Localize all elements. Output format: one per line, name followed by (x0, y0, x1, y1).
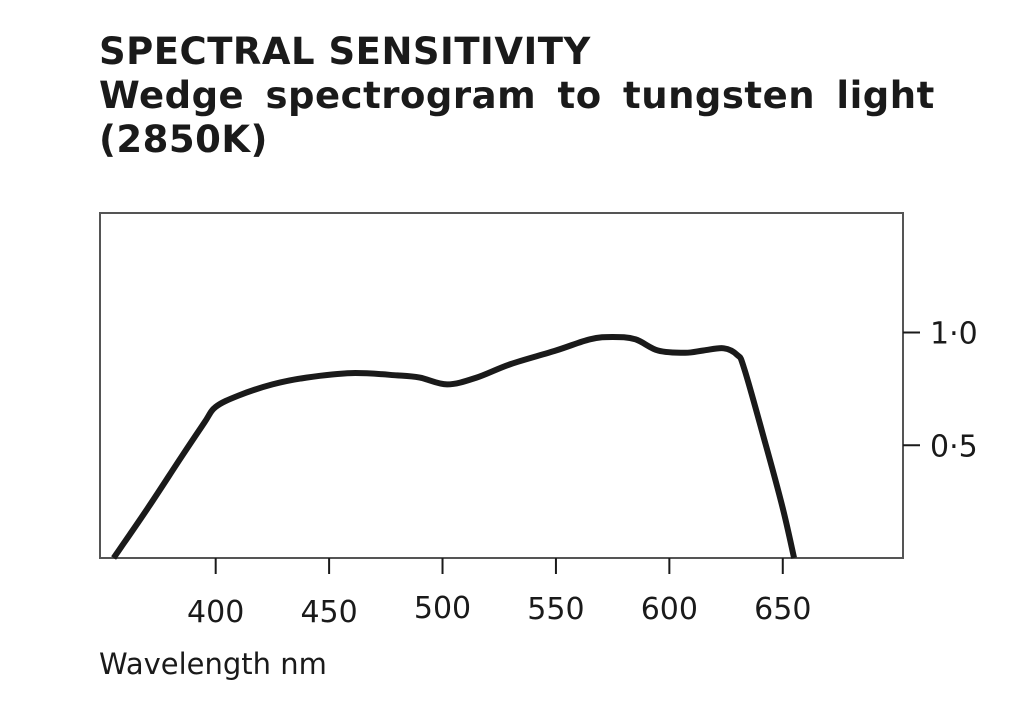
data-point (612, 337, 613, 338)
data-point (113, 558, 114, 559)
x-axis: 400 450 500 550 600 650 (187, 558, 811, 630)
data-point (782, 508, 783, 509)
data-point (723, 348, 724, 349)
data-point (306, 377, 307, 378)
data-point (204, 422, 205, 423)
title-line-1: SPECTRAL SENSITIVITY (99, 30, 591, 73)
data-point (555, 350, 556, 351)
title-line-3: (2850K) (99, 118, 268, 161)
data-point (794, 558, 795, 559)
y-tick-label: 0·5 (930, 429, 978, 464)
data-point (181, 456, 182, 457)
x-tick-label: 600 (641, 592, 698, 627)
x-tick-label: 450 (300, 595, 357, 630)
data-point (351, 373, 352, 374)
x-axis-title: Wavelength nm (99, 647, 327, 681)
data-point (685, 352, 686, 353)
data-point (272, 384, 273, 385)
data-point (703, 350, 704, 351)
x-tick-label: 400 (187, 595, 244, 630)
data-point (476, 377, 477, 378)
x-tick-label: 650 (754, 592, 811, 627)
x-tick-label: 550 (527, 592, 584, 627)
y-tick-label: 1·0 (930, 317, 978, 352)
series-line-0 (111, 334, 798, 560)
data-point (419, 377, 420, 378)
y-axis: 1·0 0·5 (903, 317, 978, 464)
plot-border (99, 212, 904, 559)
data-point (238, 395, 239, 396)
data-point (737, 355, 738, 356)
title-line-2: Wedge spectrogram to tungsten light (99, 74, 935, 117)
data-point (635, 339, 636, 340)
plot-frame (99, 212, 904, 559)
series-layer (111, 334, 798, 560)
data-point (510, 364, 511, 365)
data-point (658, 350, 659, 351)
data-point (397, 375, 398, 376)
data-point (744, 368, 745, 369)
x-tick-label: 500 (414, 591, 471, 626)
chart-title: SPECTRAL SENSITIVITY Wedge spectrogram t… (99, 30, 999, 162)
data-point (447, 384, 448, 385)
data-point (147, 508, 148, 509)
data-point (215, 406, 216, 407)
data-point (764, 440, 765, 441)
data-point (590, 339, 591, 340)
